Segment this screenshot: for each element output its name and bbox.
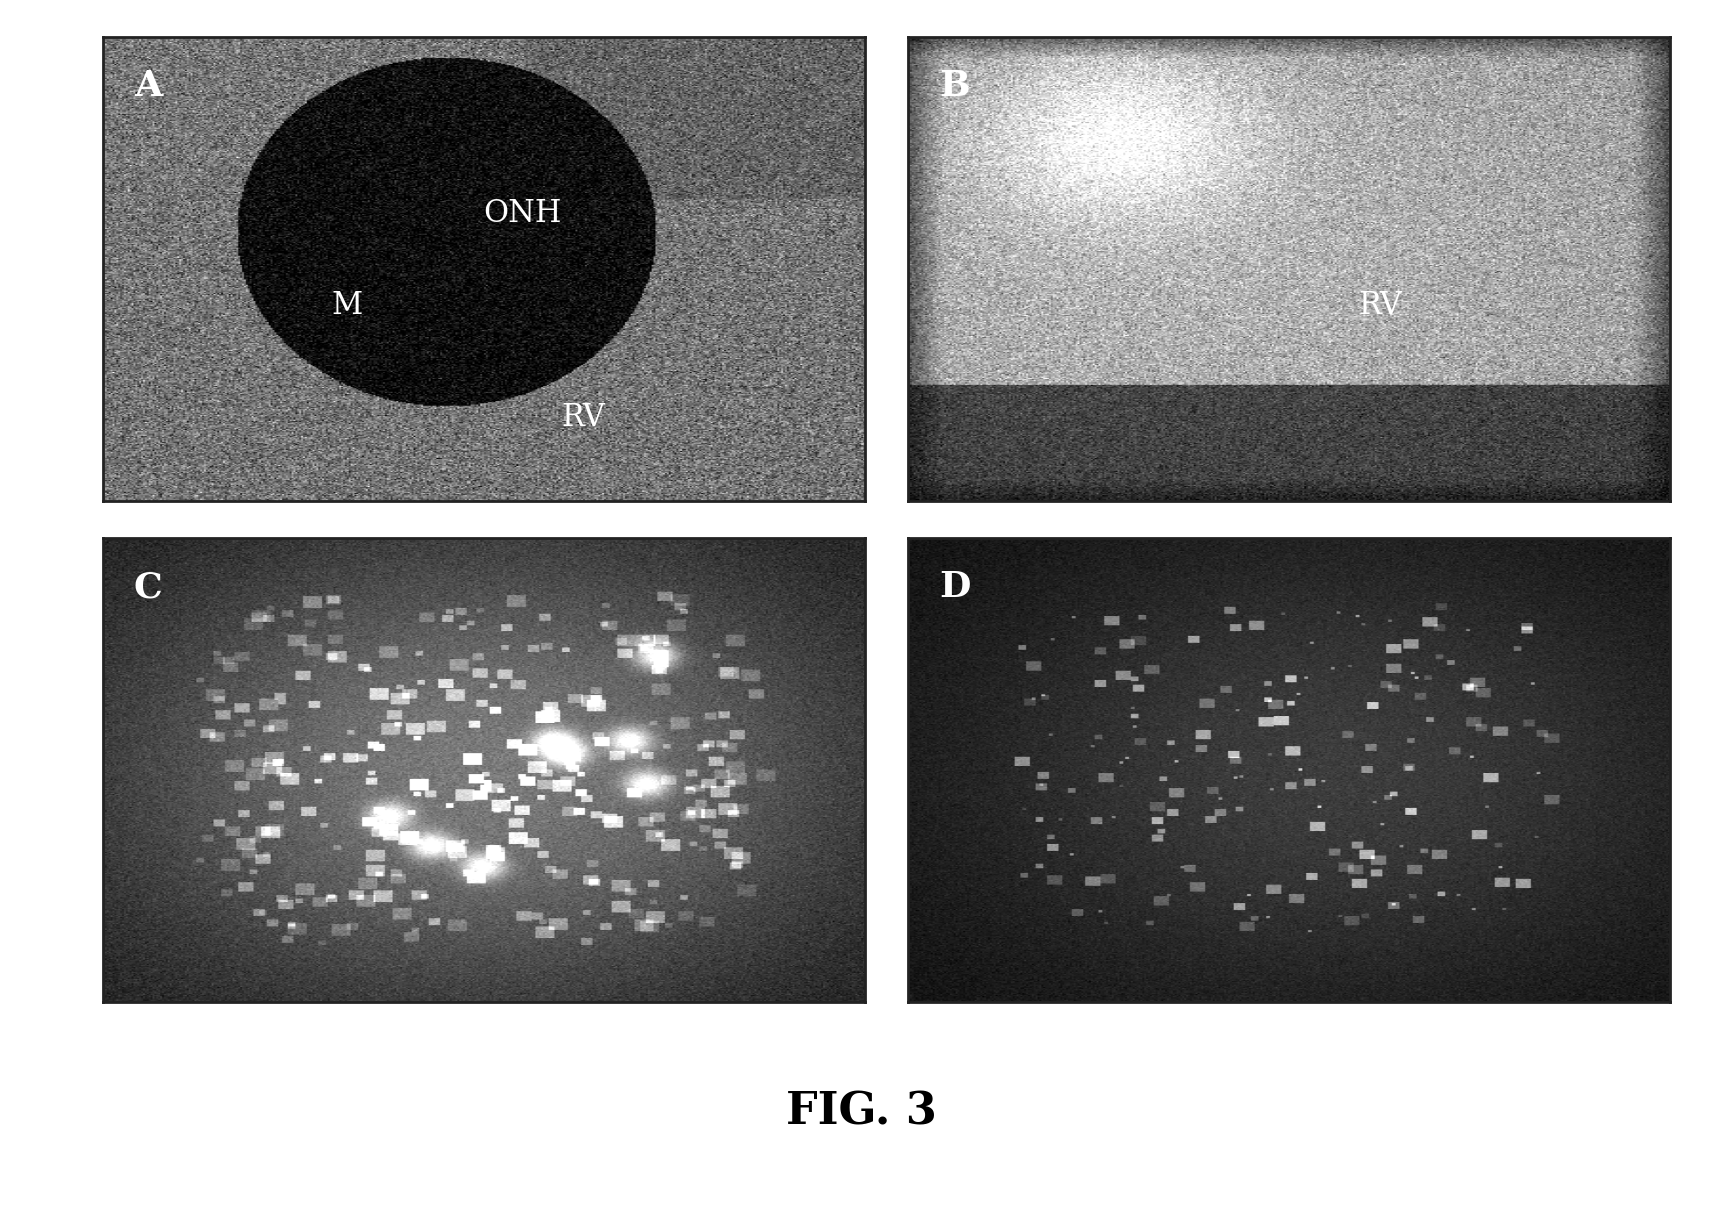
Text: A: A — [134, 70, 162, 103]
Text: RV: RV — [1359, 291, 1403, 321]
Text: C: C — [134, 571, 162, 604]
Text: ONH: ONH — [484, 198, 561, 229]
Text: FIG. 3: FIG. 3 — [785, 1090, 937, 1134]
Text: B: B — [938, 70, 969, 103]
Text: D: D — [938, 571, 969, 604]
Text: RV: RV — [561, 402, 606, 433]
Text: M: M — [332, 291, 363, 321]
